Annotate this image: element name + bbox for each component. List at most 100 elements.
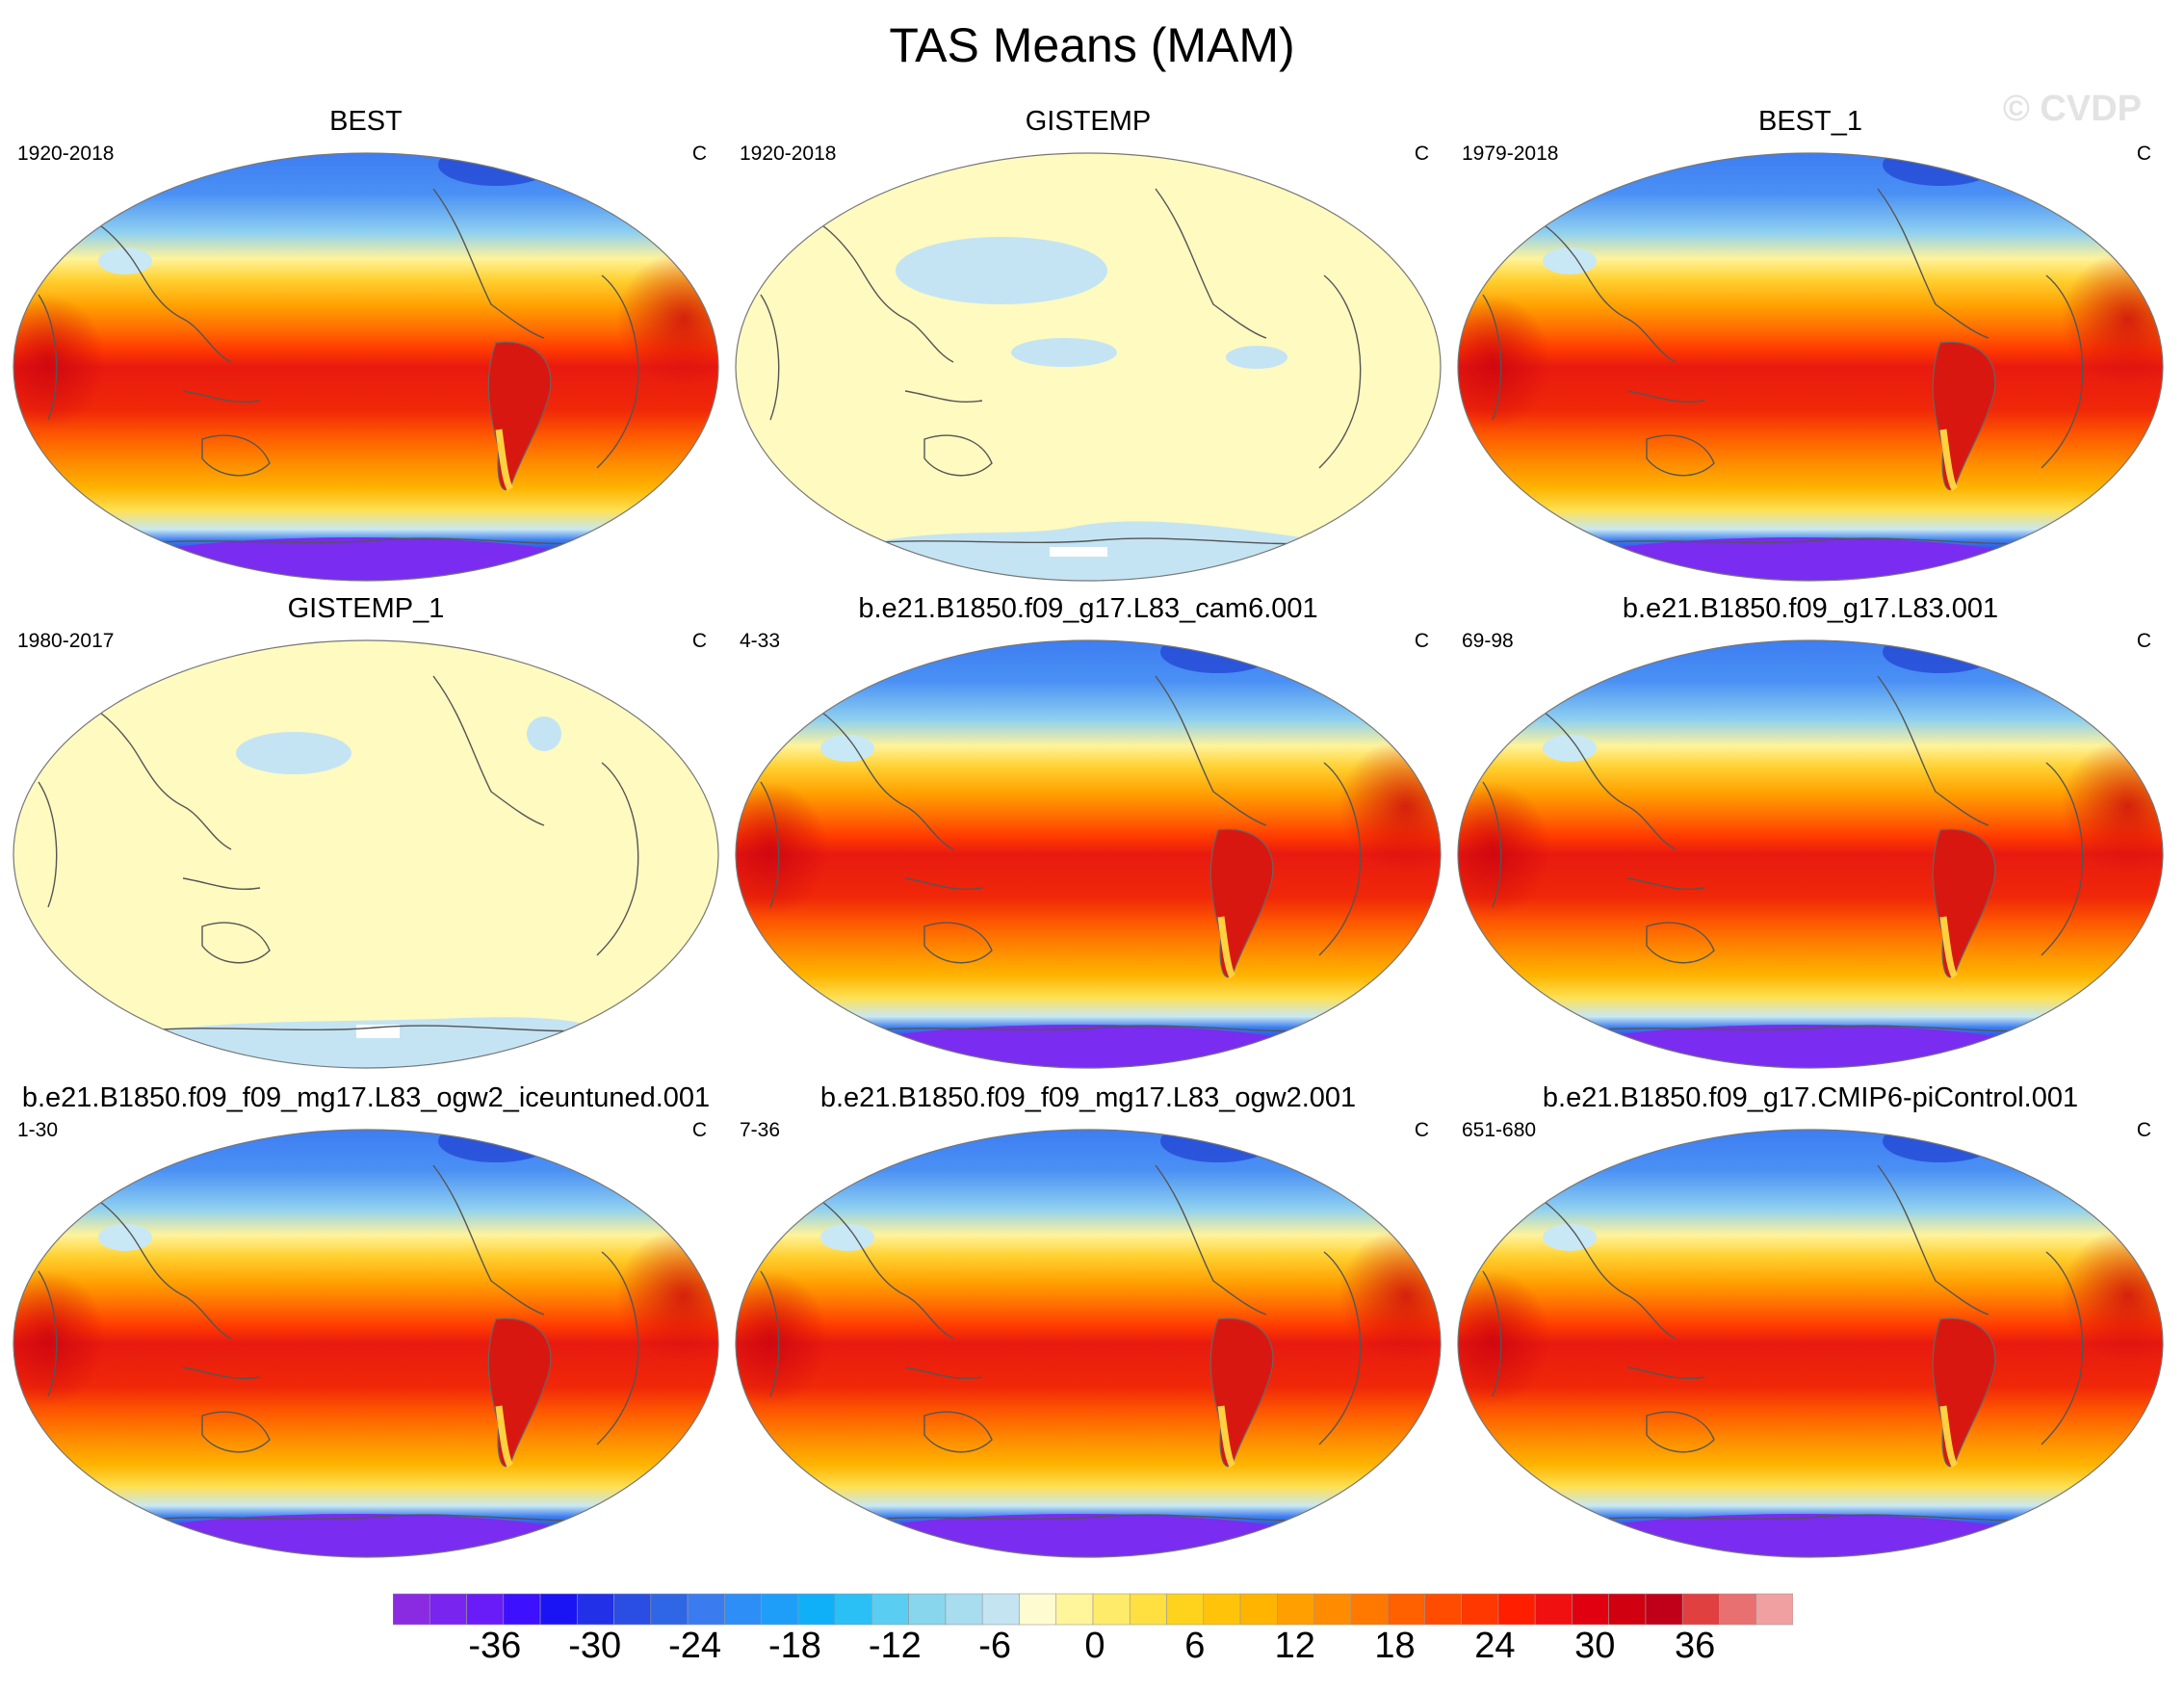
panel-units: C (1414, 630, 1429, 652)
colorbar-box (1424, 1593, 1462, 1626)
colorbar-tick-label: -12 (868, 1626, 922, 1666)
map-field (13, 640, 718, 1068)
panel-title: BEST (329, 106, 403, 137)
colorbar-tick-label: 24 (1474, 1626, 1516, 1666)
colorbar-box (1608, 1593, 1647, 1626)
watermark: © CVDP (2002, 89, 2142, 129)
colorbar-tick-label: 30 (1574, 1626, 1616, 1666)
colorbar-tick-label: 0 (1084, 1626, 1105, 1666)
colorbar-box (1681, 1593, 1720, 1626)
global-map (735, 152, 1442, 582)
global-map (1457, 639, 2164, 1069)
global-map (13, 152, 719, 582)
colorbar-box (1461, 1593, 1499, 1626)
panel-year-range: 1979-2018 (1462, 143, 1559, 165)
colorbar-box (945, 1593, 983, 1626)
colorbar-box (834, 1593, 872, 1626)
panel-year-range: 651-680 (1462, 1119, 1537, 1141)
panel-year-range: 69-98 (1462, 630, 1514, 652)
colorbar-tick-label: -24 (668, 1626, 722, 1666)
global-map (735, 1129, 1442, 1558)
panel-year-range: 1980-2017 (17, 630, 115, 652)
panel-title: GISTEMP (1025, 106, 1152, 137)
global-map (1457, 152, 2164, 582)
panel-title: b.e21.B1850.f09_g17.L83_cam6.001 (858, 593, 1318, 624)
colorbar-box (1019, 1593, 1057, 1626)
panel-title: b.e21.B1850.f09_f09_mg17.L83_ogw2_iceunt… (21, 1082, 711, 1113)
panel-units: C (691, 1119, 707, 1141)
colorbar-box (429, 1593, 467, 1626)
panel-title: GISTEMP_1 (287, 593, 445, 624)
panel-units: C (1414, 143, 1429, 165)
map-panel: b.e21.B1850.f09_f09_mg17.L83_ogw2_iceunt… (10, 1082, 722, 1564)
colorbar-tick-label: 12 (1274, 1626, 1315, 1666)
colorbar-box (1350, 1593, 1389, 1626)
panel-year-range: 7-36 (740, 1119, 781, 1141)
global-map (735, 639, 1442, 1069)
map-panel: GISTEMP_1 1980-2017 C (10, 593, 722, 1075)
map-panel: b.e21.B1850.f09_g17.CMIP6-piControl.001 6… (1454, 1082, 2167, 1564)
map-panel: BEST_1 1979-2018 C (1454, 106, 2167, 587)
panel-year-range: 1-30 (17, 1119, 59, 1141)
global-map (13, 639, 719, 1069)
colorbar-box (393, 1593, 430, 1626)
colorbar-box (1055, 1593, 1094, 1626)
colorbar-tick-label: 36 (1675, 1626, 1716, 1666)
colorbar-box (650, 1593, 689, 1626)
colorbar-tick-label: 6 (1184, 1626, 1206, 1666)
colorbar-box (1203, 1593, 1241, 1626)
panel-year-range: 1920-2018 (17, 143, 115, 165)
map-panel: b.e21.B1850.f09_g17.L83.001 69-98 C (1454, 593, 2167, 1075)
map-panel: b.e21.B1850.f09_f09_mg17.L83_ogw2.001 7-3… (732, 1082, 1444, 1564)
colorbar-box (1277, 1593, 1314, 1626)
global-map (1457, 1129, 2164, 1558)
colorbar-box (466, 1593, 505, 1626)
colorbar-box (724, 1593, 762, 1626)
colorbar-tick-label: -6 (978, 1626, 1012, 1666)
panel-units: C (2136, 630, 2151, 652)
colorbar-tick-label: 18 (1374, 1626, 1416, 1666)
panel-title: b.e21.B1850.f09_g17.CMIP6-piControl.001 (1542, 1082, 2079, 1113)
colorbar-box (577, 1593, 614, 1626)
page-title: TAS Means (MAM) (889, 18, 1295, 72)
colorbar-box (908, 1593, 947, 1626)
colorbar-tick-label: -36 (468, 1626, 522, 1666)
colorbar-box (1129, 1593, 1167, 1626)
map-panel: BEST 1920-2018 C (10, 106, 722, 587)
panel-title: b.e21.B1850.f09_g17.L83.001 (1622, 593, 1999, 624)
panel-year-range: 1920-2018 (740, 143, 837, 165)
colorbar-box (503, 1593, 541, 1626)
colorbar-box (539, 1593, 578, 1626)
map-panel: b.e21.B1850.f09_g17.L83_cam6.001 4-33 C (732, 593, 1444, 1075)
colorbar-box (1387, 1593, 1425, 1626)
panel-title: BEST_1 (1758, 106, 1862, 137)
colorbar-box (797, 1593, 836, 1626)
colorbar (393, 1593, 1793, 1626)
colorbar-box (687, 1593, 725, 1626)
colorbar-box (871, 1593, 909, 1626)
colorbar-box (1497, 1593, 1536, 1626)
map-field (736, 640, 1441, 1068)
colorbar-box (981, 1593, 1020, 1626)
panel-units: C (691, 630, 707, 652)
colorbar-box (1534, 1593, 1573, 1626)
panel-title: b.e21.B1850.f09_f09_mg17.L83_ogw2.001 (819, 1082, 1357, 1113)
panel-units: C (2136, 1119, 2151, 1141)
panel-units: C (2136, 143, 2151, 165)
colorbar-box (1166, 1593, 1205, 1626)
colorbar-box (1092, 1593, 1131, 1626)
panel-units: C (691, 143, 707, 165)
global-map (13, 1129, 719, 1558)
colorbar-box (1313, 1593, 1352, 1626)
map-panel: GISTEMP 1920-2018 C (732, 106, 1444, 587)
map-field (1458, 1130, 2163, 1557)
colorbar-box (1572, 1593, 1609, 1626)
colorbar-box (1645, 1593, 1683, 1626)
colorbar-tick-label: -18 (767, 1626, 821, 1666)
colorbar-box (613, 1593, 652, 1626)
colorbar-box (1719, 1593, 1757, 1626)
colorbar-box (1755, 1593, 1793, 1626)
colorbar-box (761, 1593, 799, 1626)
panel-units: C (1414, 1119, 1429, 1141)
colorbar-box (1239, 1593, 1278, 1626)
